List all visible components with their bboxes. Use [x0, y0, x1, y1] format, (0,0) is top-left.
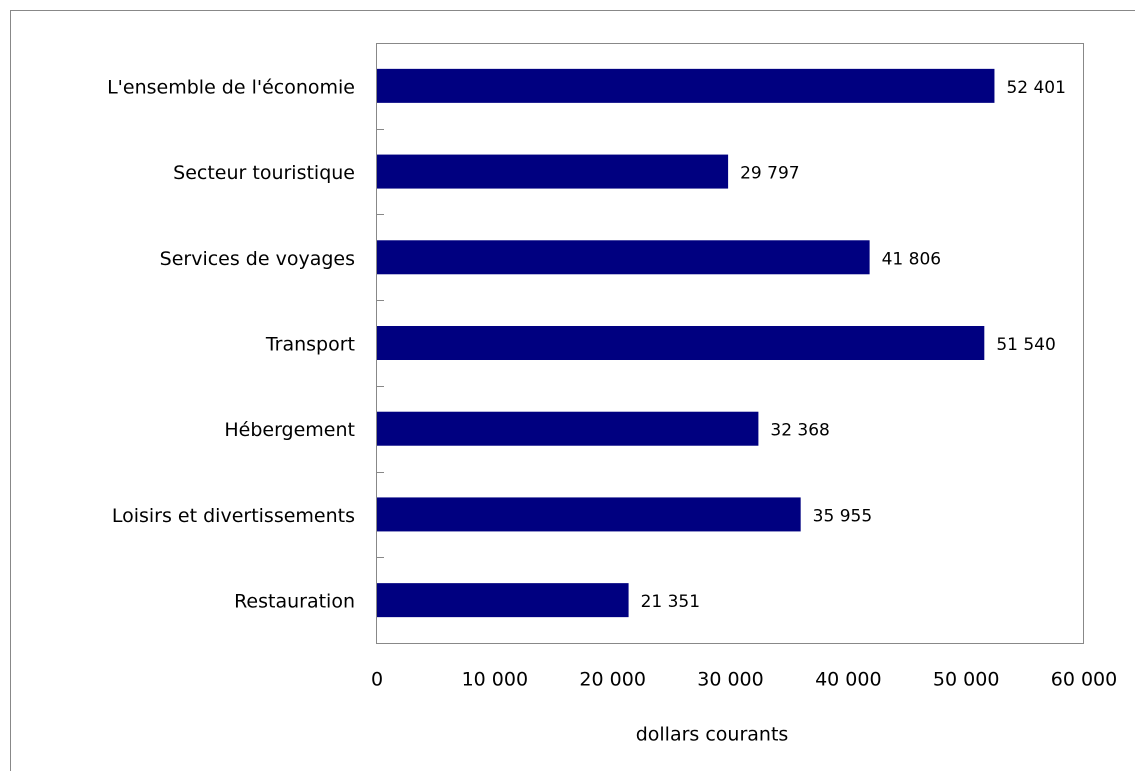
value-label: 41 806 [882, 249, 941, 269]
bar [377, 326, 985, 360]
y-tick-label: Secteur touristique [173, 162, 355, 184]
value-label: 51 540 [996, 335, 1055, 355]
x-tick-label: 50 000 [933, 669, 999, 691]
y-tick-label: L'ensemble de l'économie [107, 76, 355, 98]
x-tick-label: 60 000 [1051, 669, 1117, 691]
y-tick-label: Loisirs et divertissements [112, 505, 355, 527]
y-tick-label: Transport [265, 334, 355, 356]
bar [377, 583, 629, 618]
x-tick-label: 20 000 [579, 669, 645, 691]
bar [377, 497, 801, 532]
bar [377, 68, 995, 103]
y-tick-label: Restauration [234, 591, 355, 613]
x-tick-label: 40 000 [815, 669, 881, 691]
value-label: 52 401 [1006, 78, 1065, 98]
x-tick-label: 30 000 [697, 669, 763, 691]
bar [377, 240, 870, 275]
x-tick-label: 0 [371, 669, 383, 691]
value-label: 32 368 [770, 421, 829, 441]
bar [377, 154, 729, 189]
x-axis-label: dollars courants [636, 724, 789, 746]
value-label: 35 955 [813, 506, 872, 526]
bar [377, 411, 759, 446]
y-tick-label: Hébergement [224, 419, 355, 441]
value-label: 29 797 [740, 164, 799, 184]
x-tick-label: 10 000 [462, 669, 528, 691]
y-tick-label: Services de voyages [160, 248, 355, 270]
value-label: 21 351 [641, 592, 700, 612]
